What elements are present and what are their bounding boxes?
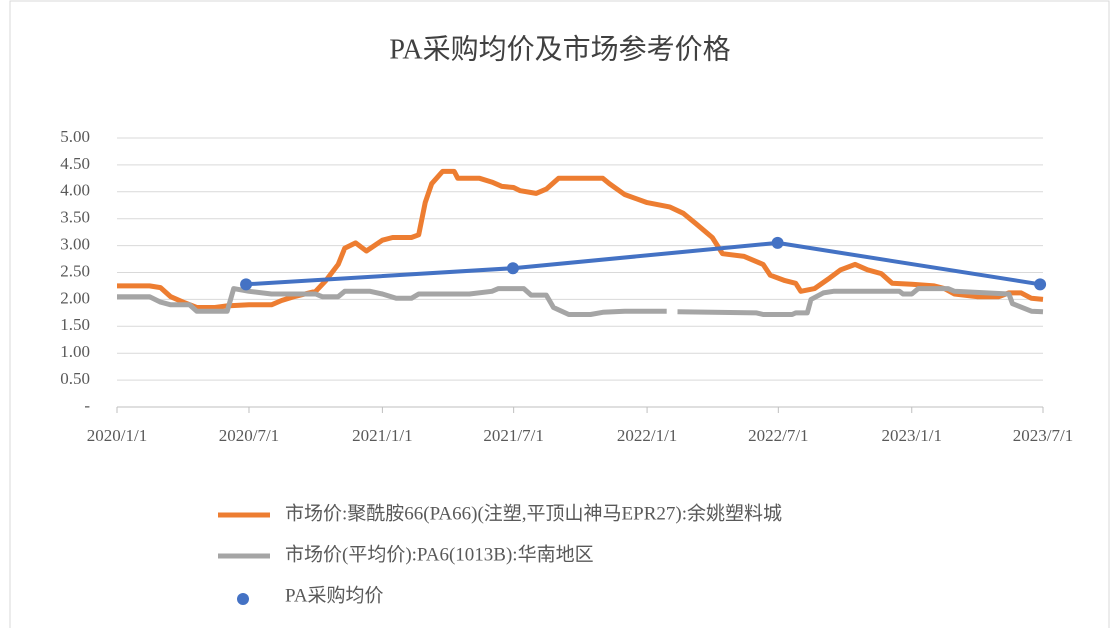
chart-title: PA采购均价及市场参考价格 bbox=[389, 33, 730, 65]
y-tick-label: 3.00 bbox=[60, 235, 90, 254]
y-tick-label: 2.00 bbox=[60, 288, 90, 307]
legend-label: PA采购均价 bbox=[285, 584, 384, 606]
series-line bbox=[245, 240, 1041, 287]
y-tick-label: 0.50 bbox=[60, 369, 90, 388]
point bbox=[506, 262, 519, 275]
x-tick-label: 2022/7/1 bbox=[748, 426, 808, 445]
point bbox=[771, 236, 784, 249]
x-tick-label: 2020/7/1 bbox=[219, 426, 279, 445]
y-tick-label: 3.50 bbox=[60, 208, 90, 227]
x-tick-label: 2022/1/1 bbox=[617, 426, 677, 445]
x-tick-label: 2020/1/1 bbox=[87, 426, 147, 445]
chart-border bbox=[9, 0, 1110, 628]
y-tick-label: 5.00 bbox=[60, 127, 90, 146]
y-tick-label: 4.50 bbox=[60, 154, 90, 173]
legend-label: 市场价(平均价):PA6(1013B):华南地区 bbox=[285, 543, 594, 565]
x-tick-label: 2021/1/1 bbox=[352, 426, 412, 445]
x-tick-label: 2021/7/1 bbox=[483, 426, 543, 445]
y-tick-label: 1.50 bbox=[60, 315, 90, 334]
legend-marker bbox=[237, 593, 249, 605]
y-tick-label: - bbox=[84, 396, 90, 415]
y-tick-label: 1.00 bbox=[60, 342, 90, 361]
y-tick-label: 2.50 bbox=[60, 261, 90, 280]
legend-label: 市场价:聚酰胺66(PA66)(注塑,平顶山神马EPR27):余姚塑料城 bbox=[285, 502, 782, 524]
point bbox=[1034, 278, 1047, 291]
y-tick-label: 4.00 bbox=[60, 181, 90, 200]
series-line bbox=[117, 286, 1044, 317]
x-tick-label: 2023/7/1 bbox=[1013, 426, 1073, 445]
x-tick-label: 2023/1/1 bbox=[882, 426, 942, 445]
point bbox=[240, 278, 253, 291]
